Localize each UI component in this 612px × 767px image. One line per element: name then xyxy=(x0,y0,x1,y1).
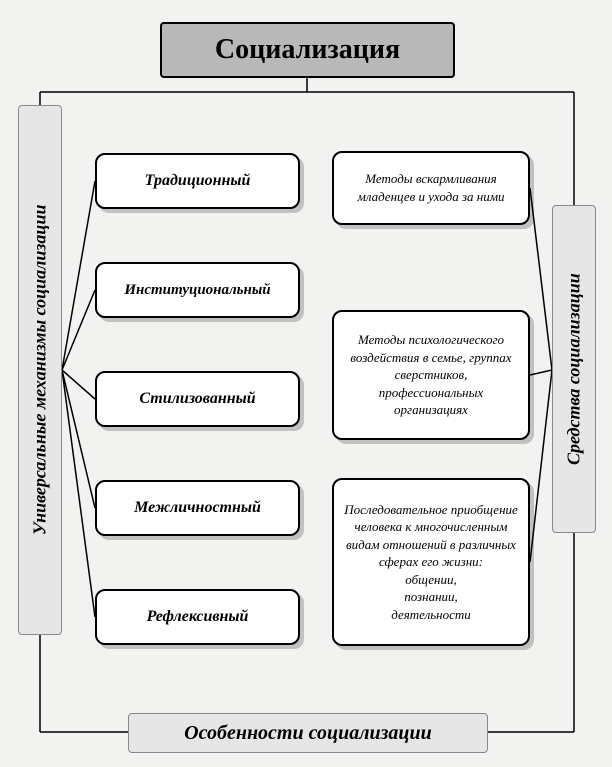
mechanism-box-4: Рефлексивный xyxy=(95,589,300,645)
title-text: Социализация xyxy=(215,34,400,66)
left-side-box: Универсальные механизмы социализации xyxy=(18,105,62,635)
bottom-box: Особенности социализации xyxy=(128,713,488,753)
mechanism-box-2: Стилизованный xyxy=(95,371,300,427)
right-side-box: Средства социализации xyxy=(552,205,596,533)
title-box: Социализация xyxy=(160,22,455,78)
means-text-0: Методы вскармливания младенцев и ухода з… xyxy=(342,170,520,205)
mechanism-text-2: Стилизованный xyxy=(139,390,255,408)
mechanism-text-0: Традиционный xyxy=(145,172,251,190)
means-text-1: Методы психологического воздействия в се… xyxy=(342,331,520,419)
bottom-text: Особенности социализации xyxy=(184,722,432,745)
left-side-text: Универсальные механизмы социализации xyxy=(30,205,51,535)
mechanism-box-0: Традиционный xyxy=(95,153,300,209)
mechanism-text-1: Институциональный xyxy=(124,282,270,299)
means-box-2: Последовательное приобщение человека к м… xyxy=(332,478,530,646)
mechanism-box-1: Институциональный xyxy=(95,262,300,318)
mechanism-box-3: Межличностный xyxy=(95,480,300,536)
means-text-2: Последовательное приобщение человека к м… xyxy=(342,501,520,624)
right-side-text: Средства социализации xyxy=(564,273,585,465)
mechanism-text-3: Межличностный xyxy=(134,499,261,517)
mechanism-text-4: Рефлексивный xyxy=(147,608,249,626)
means-box-0: Методы вскармливания младенцев и ухода з… xyxy=(332,151,530,225)
means-box-1: Методы психологического воздействия в се… xyxy=(332,310,530,440)
